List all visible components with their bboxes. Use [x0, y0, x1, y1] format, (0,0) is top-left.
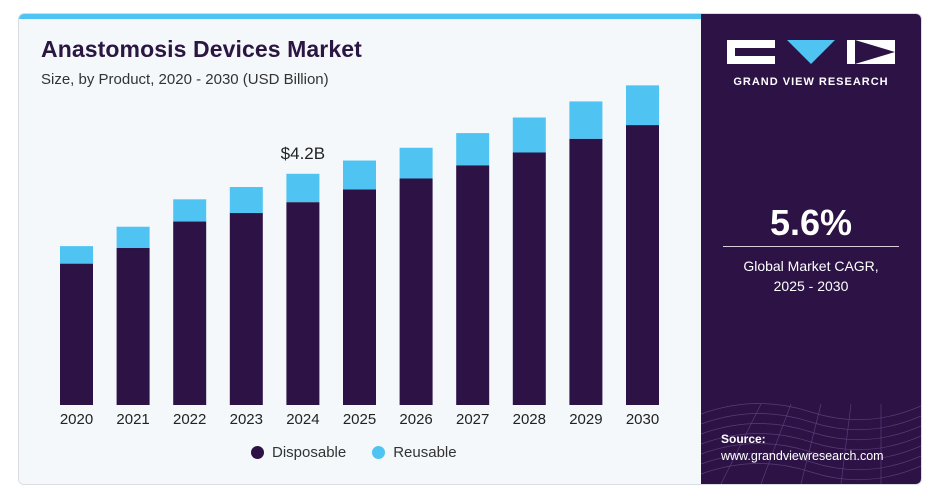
legend-swatch-reusable: [372, 446, 386, 459]
x-tick-label-2025: 2025: [343, 411, 376, 428]
bar-reusable-2023: [229, 187, 263, 214]
bar-chart: 2020 2021 2022 2023 2024 $4.2B 2025 2026 2027 202…: [60, 85, 659, 428]
x-tick-label-2029: 2029: [569, 411, 602, 428]
x-tick-label-2024: 2024: [286, 411, 319, 428]
bar-reusable-2030: [626, 85, 659, 126]
x-tick-label-2021: 2021: [116, 411, 149, 428]
cagr-label-line1: Global Market CAGR,: [743, 258, 879, 274]
bar-disposable-2030: [626, 125, 659, 405]
source-url[interactable]: www.grandviewresearch.com: [721, 449, 884, 463]
cagr-label-line2: 2025 - 2030: [773, 278, 849, 294]
bar-disposable-2023: [229, 213, 263, 405]
bar-disposable-2022: [173, 221, 207, 405]
bar-reusable-2026: [399, 147, 433, 179]
bar-reusable-2027: [456, 133, 490, 166]
bar-reusable-2021: [116, 226, 150, 249]
legend-label-disposable: Disposable: [272, 444, 347, 461]
bar-reusable-2024: [286, 173, 320, 203]
chart-panel: Anastomosis Devices Market Size, by Prod…: [19, 14, 701, 484]
legend-item-disposable: Disposable: [251, 444, 346, 461]
x-tick-label-2030: 2030: [626, 411, 659, 428]
legend-swatch-disposable: [251, 446, 264, 459]
decorative-wave-pattern: [701, 403, 921, 484]
cagr-value: 5.6%: [769, 202, 853, 243]
bar-disposable-2029: [569, 138, 603, 405]
data-label-2024: $4.2B: [281, 144, 325, 163]
legend-item-reusable: Reusable: [372, 444, 457, 461]
x-tick-label-2020: 2020: [60, 411, 93, 428]
accent-strip: [19, 14, 701, 19]
bar-reusable-2025: [343, 160, 376, 190]
x-tick-label-2028: 2028: [513, 411, 546, 428]
x-tick-label-2022: 2022: [173, 411, 206, 428]
bar-reusable-2022: [173, 199, 207, 222]
source-label: Source:: [721, 432, 766, 446]
bar-disposable-2028: [512, 152, 546, 405]
brand-name: GRAND VIEW RESEARCH: [733, 76, 889, 88]
bar-reusable-2028: [512, 117, 546, 153]
legend-label-reusable: Reusable: [393, 444, 457, 461]
chart-title: Anastomosis Devices Market: [41, 36, 362, 62]
grand-view-research-logo-icon: [727, 40, 895, 64]
bar-reusable-2020: [60, 246, 93, 264]
bar-reusable-2029: [569, 101, 603, 139]
cagr-label: Global Market CAGR, 2025 - 2030: [701, 256, 921, 296]
bar-disposable-2026: [399, 178, 433, 405]
chart-legend: Disposable Reusable: [251, 444, 457, 461]
cagr-divider: [723, 246, 899, 247]
side-panel: GRAND VIEW RESEARCH 5.6% Global Market C…: [701, 14, 921, 484]
x-tick-label-2026: 2026: [399, 411, 432, 428]
chart-card: Anastomosis Devices Market Size, by Prod…: [18, 13, 922, 485]
chart-subtitle: Size, by Product, 2020 - 2030 (USD Billi…: [41, 71, 329, 88]
x-tick-label-2023: 2023: [230, 411, 263, 428]
bar-disposable-2025: [343, 189, 376, 405]
bar-disposable-2027: [456, 165, 490, 405]
bar-disposable-2020: [60, 263, 93, 405]
bar-disposable-2021: [116, 248, 150, 405]
bar-disposable-2024: [286, 202, 320, 405]
x-tick-label-2027: 2027: [456, 411, 489, 428]
